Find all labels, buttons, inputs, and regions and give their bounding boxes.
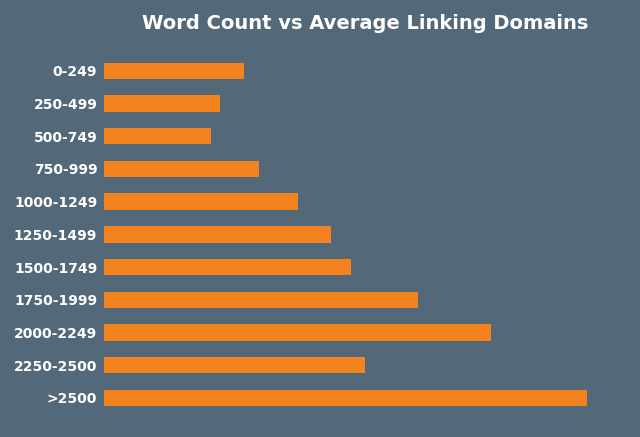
Bar xyxy=(104,128,211,145)
Bar xyxy=(104,161,259,177)
Bar xyxy=(104,291,419,308)
Title: Word Count vs Average Linking Domains: Word Count vs Average Linking Domains xyxy=(142,14,588,33)
Bar xyxy=(104,226,332,243)
Bar xyxy=(104,194,298,210)
Bar xyxy=(104,390,588,406)
Bar xyxy=(104,95,220,112)
Bar xyxy=(104,63,244,79)
Bar xyxy=(104,259,351,275)
Bar xyxy=(104,357,365,373)
Bar xyxy=(104,324,491,340)
